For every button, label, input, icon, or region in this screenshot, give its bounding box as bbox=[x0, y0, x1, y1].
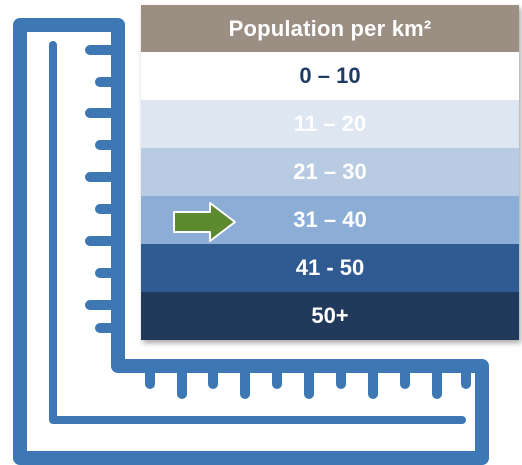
legend-row-label: 31 – 40 bbox=[293, 207, 367, 232]
legend-row-label: 50+ bbox=[311, 303, 349, 328]
right-arrow-icon bbox=[173, 202, 236, 242]
legend-row: 41 - 50 bbox=[141, 244, 519, 292]
legend-row: 11 – 20 bbox=[141, 100, 519, 148]
legend-row: 50+ bbox=[141, 292, 519, 340]
population-legend-table: Population per km² 0 – 10 11 – 20 21 – 30 3… bbox=[141, 5, 519, 340]
legend-row-label: 11 – 20 bbox=[293, 111, 367, 136]
legend-header: Population per km² bbox=[141, 5, 519, 52]
legend-row-label: 0 – 10 bbox=[299, 63, 361, 88]
legend-row: 0 – 10 bbox=[141, 52, 519, 100]
legend-row: 21 – 30 bbox=[141, 148, 519, 196]
legend-row-label: 41 - 50 bbox=[295, 255, 365, 280]
legend-row-label: 21 – 30 bbox=[293, 159, 367, 184]
legend-row: 31 – 40 bbox=[141, 196, 519, 244]
